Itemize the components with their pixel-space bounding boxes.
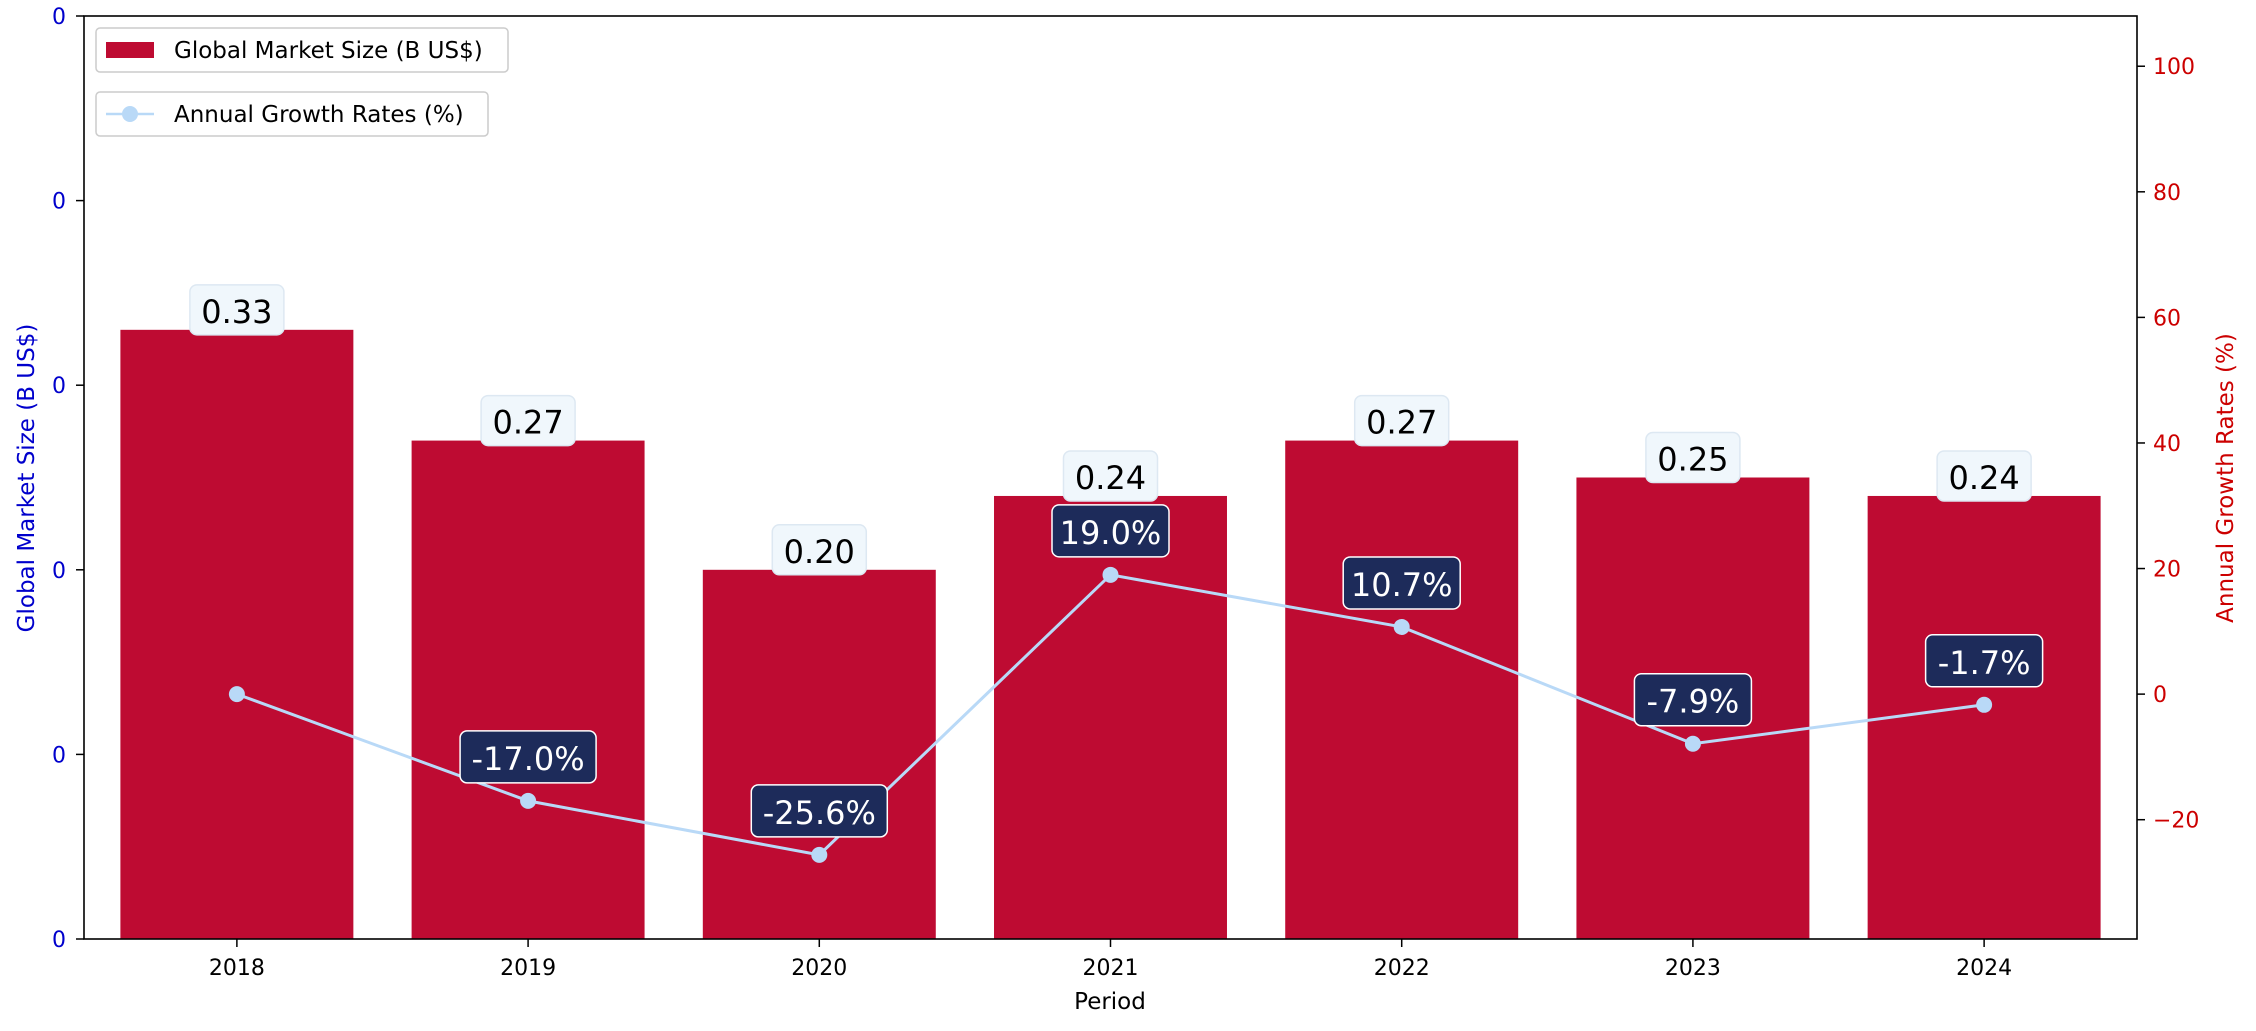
y-left-tick-label: 0 — [52, 374, 66, 399]
bar-value-label-box — [1062, 450, 1159, 502]
bar-2021 — [994, 495, 1227, 939]
bar-value-label-box — [480, 394, 576, 447]
y-left-tick-label: 0 — [52, 559, 66, 584]
bar-value-label: 0.27 — [1366, 404, 1437, 442]
y-right-tick-label: 40 — [2153, 432, 2181, 457]
y-axis-right-title: Annual Growth Rates (%) — [2213, 333, 2239, 623]
legend-line-marker — [122, 106, 138, 122]
y-right-tick-label: 60 — [2153, 306, 2181, 331]
y-right-tick-label: 20 — [2153, 558, 2181, 583]
legend-bar-frame — [95, 27, 509, 73]
growth-line-layer — [228, 566, 1993, 863]
bar-value-label-box — [189, 284, 285, 336]
legend-line-frame — [95, 91, 489, 137]
y-right-tick-label: −20 — [2153, 809, 2199, 834]
bar-value-label: 0.24 — [1948, 459, 2019, 497]
growth-value-label: -25.6% — [763, 794, 876, 832]
bar-value-label-box — [771, 524, 868, 576]
bar-2022 — [1285, 440, 1519, 939]
growth-point-2024 — [1976, 696, 1993, 713]
x-tick-label: 2018 — [209, 956, 265, 981]
bar-2024 — [1867, 495, 2101, 939]
legend-bar-swatch — [106, 42, 154, 58]
x-tick-label: 2023 — [1665, 956, 1721, 981]
growth-value-label-box — [459, 730, 597, 784]
y-right-tick-label: 100 — [2153, 55, 2195, 80]
axes-layer: 2018 2019 2020 2021 2022 2023 2024 0 0 0 0 0 0 −20 0 20… — [52, 5, 2199, 981]
bar-value-label: 0.24 — [1075, 459, 1146, 497]
x-tick-label: 2024 — [1956, 956, 2012, 981]
bar-value-label: 0.33 — [201, 293, 272, 331]
y-axis-left-title: Global Market Size (B US$) — [14, 324, 40, 633]
growth-point-2018 — [228, 686, 245, 703]
bar-value-label-box — [1936, 450, 2032, 502]
x-tick-label: 2019 — [500, 956, 556, 981]
bar-value-label: 0.27 — [492, 404, 563, 442]
x-tick-label: 2021 — [1083, 956, 1139, 981]
growth-value-label-box — [1342, 556, 1461, 610]
bars-layer — [120, 329, 2101, 939]
bar-value-label-box — [1645, 431, 1741, 484]
growth-point-2021 — [1102, 566, 1119, 583]
data-labels-layer: 0.33 0.27 0.20 0.24 0.27 0.25 0.24 -17.0% -25.6%… — [189, 284, 2044, 838]
growth-value-label-box — [1924, 634, 2044, 688]
legend-line-label: Annual Growth Rates (%) — [174, 102, 464, 128]
bar-2018 — [120, 329, 354, 939]
growth-value-label: -1.7% — [1938, 644, 2031, 682]
x-axis-title: Period — [1074, 989, 1146, 1015]
growth-value-label: 19.0% — [1060, 514, 1162, 552]
y-right-tick-label: 0 — [2153, 683, 2167, 708]
growth-point-2022 — [1393, 618, 1410, 635]
growth-point-2020 — [811, 846, 828, 863]
growth-point-2019 — [520, 792, 537, 809]
y-left-tick-label: 0 — [52, 743, 66, 768]
bar-2020 — [702, 569, 936, 939]
y-left-tick-label: 0 — [52, 928, 66, 953]
growth-value-label-box — [750, 784, 889, 838]
legend-bar-label: Global Market Size (B US$) — [174, 38, 483, 64]
growth-value-label: -17.0% — [471, 740, 584, 778]
y-left-tick-label: 0 — [52, 190, 66, 215]
growth-point-2023 — [1684, 735, 1701, 752]
x-tick-label: 2020 — [791, 956, 847, 981]
bar-2019 — [411, 440, 645, 939]
bar-value-label: 0.25 — [1657, 441, 1728, 479]
y-left-tick-label: 0 — [52, 5, 66, 30]
growth-value-label-box — [1051, 504, 1170, 558]
y-right-tick-label: 80 — [2153, 181, 2181, 206]
growth-value-label-box — [1633, 672, 1753, 727]
legend-line-entry: Annual Growth Rates (%) — [95, 91, 489, 137]
legend-bar-entry: Global Market Size (B US$) — [95, 27, 509, 73]
bar-value-label: 0.20 — [784, 533, 855, 571]
x-tick-label: 2022 — [1374, 956, 1430, 981]
growth-value-label: -7.9% — [1646, 683, 1739, 721]
growth-value-label: 10.7% — [1351, 566, 1453, 604]
bar-value-label-box — [1353, 394, 1450, 447]
